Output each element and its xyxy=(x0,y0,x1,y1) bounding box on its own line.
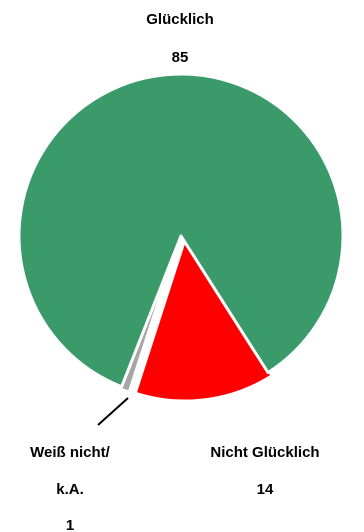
label-nicht-gluecklich-name: Nicht Glücklich xyxy=(210,444,319,461)
label-weiss-nicht-value: 1 xyxy=(66,517,74,532)
slice-gluecklich xyxy=(17,72,345,389)
label-gluecklich-name: Glücklich xyxy=(146,11,214,28)
leader-line-weiss-nicht xyxy=(97,397,129,426)
label-nicht-gluecklich-value: 14 xyxy=(257,481,274,498)
label-gluecklich-value: 85 xyxy=(172,49,189,66)
label-weiss-nicht-line1: Weiß nicht/ xyxy=(30,444,111,461)
label-weiss-nicht-line2: k.A. xyxy=(56,481,84,498)
pie-slices xyxy=(17,72,345,403)
slice-nicht-gluecklich xyxy=(133,237,274,403)
